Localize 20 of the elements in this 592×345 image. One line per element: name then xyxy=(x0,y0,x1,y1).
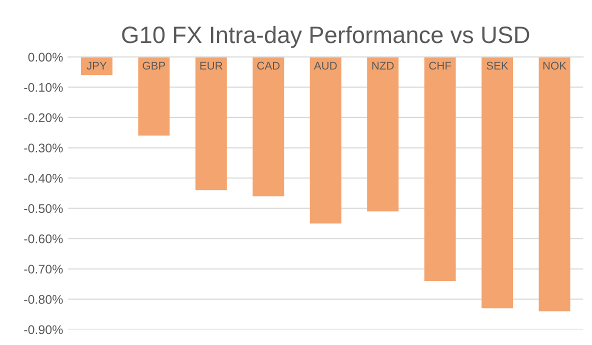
x-tick-label: NZD xyxy=(372,62,394,70)
y-tick-label: -0.70% xyxy=(24,264,63,274)
x-tick-label: CAD xyxy=(257,62,280,70)
x-tick-label: EUR xyxy=(200,62,222,70)
y-tick-label: -0.60% xyxy=(24,234,63,244)
x-tick-label: GBP xyxy=(142,62,166,70)
y-tick-label: -0.40% xyxy=(24,174,63,183)
x-tick-label: JPY xyxy=(86,62,107,70)
x-tick-label: SEK xyxy=(486,62,508,70)
x-tick-label: NOK xyxy=(543,62,566,70)
y-tick-label: -0.30% xyxy=(24,144,63,152)
y-tick-label: -0.90% xyxy=(24,325,63,334)
x-tick-label: AUD xyxy=(314,62,337,70)
chart-title: G10 FX Intra-day Performance vs USD xyxy=(122,26,530,48)
x-tick-label: CHF xyxy=(429,62,452,70)
y-tick-label: -0.50% xyxy=(24,204,63,213)
y-tick-label: -0.10% xyxy=(24,83,63,92)
y-tick-label: -0.20% xyxy=(24,113,63,122)
y-tick-label: 0.00% xyxy=(28,52,63,62)
y-tick-label: -0.80% xyxy=(24,294,63,304)
